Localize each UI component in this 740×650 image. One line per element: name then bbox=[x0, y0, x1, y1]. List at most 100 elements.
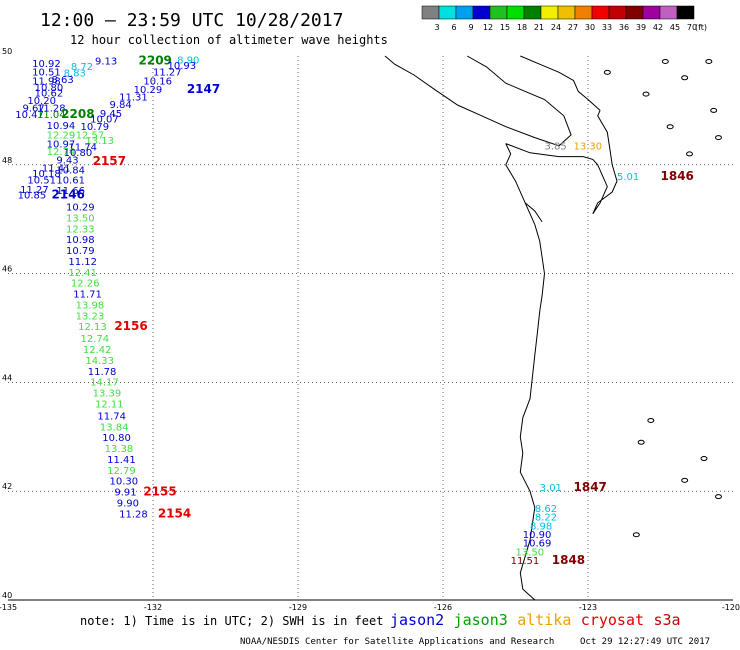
wave-height-value: 10.29 bbox=[134, 85, 163, 96]
wave-height-value: 8.62 bbox=[535, 504, 557, 515]
wave-height-value: 12.74 bbox=[81, 334, 110, 345]
wave-height-value: 10.92 bbox=[32, 59, 61, 70]
page-subtitle: 12 hour collection of altimeter wave hei… bbox=[70, 33, 388, 47]
wave-height-value: 14.33 bbox=[85, 356, 114, 367]
wave-height-value: 8.83 bbox=[64, 69, 86, 80]
pass-time-label: 2155 bbox=[143, 485, 176, 499]
pass-time-label: 2147 bbox=[187, 82, 220, 96]
lat-tick-label: 40 bbox=[2, 591, 12, 600]
wave-height-value: 13.13 bbox=[85, 136, 114, 147]
scale-value: 3 bbox=[434, 23, 439, 32]
coastline-segment bbox=[524, 202, 543, 223]
page-title: 12:00 – 23:59 UTC 10/28/2017 bbox=[40, 10, 343, 31]
wave-height-value: 9.43 bbox=[56, 156, 78, 167]
wave-height-value: 3.01 bbox=[540, 483, 562, 494]
scale-swatch bbox=[676, 5, 695, 20]
satellite-jason2: jason2 bbox=[390, 611, 444, 629]
wave-height-value: 9.67 bbox=[23, 103, 45, 114]
lon-tick-label: -132 bbox=[144, 603, 162, 612]
lake-outline bbox=[715, 135, 722, 141]
wave-height-value: 11.31 bbox=[119, 93, 148, 104]
scale-value: 30 bbox=[585, 23, 595, 32]
scale-swatch bbox=[557, 5, 576, 20]
lake-outline bbox=[681, 477, 689, 483]
footnote: note: 1) Time is in UTC; 2) SWH is in fe… bbox=[80, 614, 383, 628]
pass-time-label: 2157 bbox=[93, 154, 126, 168]
scale-swatch bbox=[574, 5, 593, 20]
scale-value: 36 bbox=[619, 23, 629, 32]
wave-height-value: 10.07 bbox=[90, 114, 119, 125]
lake-outline bbox=[632, 532, 640, 538]
wave-height-value: 13.50 bbox=[516, 547, 545, 558]
lake-outline bbox=[647, 417, 655, 423]
satellite-jason3: jason3 bbox=[454, 611, 508, 629]
wave-height-value: 11.12 bbox=[68, 257, 97, 268]
scale-value: 45 bbox=[670, 23, 680, 32]
wave-height-value: 10.47 bbox=[15, 110, 44, 121]
color-scale-legend: 3 6 9 12 15 18 21 24 27 30 33 36 39 42 45 70(ft) bbox=[421, 5, 707, 32]
scale-value: 6 bbox=[451, 23, 456, 32]
wave-height-value: 13.84 bbox=[100, 422, 129, 433]
lat-tick-label: 44 bbox=[2, 373, 12, 382]
scale-value: 27 bbox=[568, 23, 578, 32]
lon-tick-label: -120 bbox=[722, 603, 740, 612]
wave-height-value: 12.29 bbox=[47, 131, 76, 142]
wave-height-value: 10.29 bbox=[66, 202, 95, 213]
wave-height-value: 10.84 bbox=[56, 166, 85, 177]
wave-height-value: 11.04 bbox=[37, 110, 66, 121]
wave-height-value: 14.17 bbox=[90, 378, 119, 389]
lon-tick-label: -135 bbox=[0, 603, 17, 612]
wave-height-value: 12.57 bbox=[76, 131, 105, 142]
coastline-segment bbox=[520, 55, 601, 111]
satellite-altika: altika bbox=[517, 611, 571, 629]
wave-height-value: 10.94 bbox=[47, 121, 76, 132]
wave-height-value: 12.74 bbox=[47, 147, 76, 158]
wave-height-value: 10.61 bbox=[56, 175, 85, 186]
wave-height-value: 13.23 bbox=[76, 311, 105, 322]
scale-swatch bbox=[659, 5, 678, 20]
wave-height-value: 8.90 bbox=[177, 56, 199, 67]
wave-height-value: 10.90 bbox=[523, 530, 552, 541]
lake-outline bbox=[710, 107, 718, 113]
lake-outline bbox=[705, 58, 713, 64]
wave-height-value: 10.85 bbox=[18, 191, 47, 202]
wave-height-value: 10.80 bbox=[35, 83, 64, 94]
scale-swatch bbox=[506, 5, 525, 20]
wave-height-value: 12.42 bbox=[83, 345, 112, 356]
coastline-segment bbox=[505, 110, 618, 215]
scale-value: 42 bbox=[653, 23, 663, 32]
pass-time-label: 2156 bbox=[114, 319, 147, 333]
wave-height-value: 11.28 bbox=[37, 103, 66, 114]
lake-outline bbox=[666, 124, 674, 130]
scale-unit: (ft) bbox=[695, 23, 707, 32]
wave-height-value: 10.98 bbox=[66, 235, 95, 246]
pass-time-label: 1847 bbox=[574, 480, 607, 494]
scale-swatch bbox=[438, 5, 457, 20]
wave-height-value: 10.79 bbox=[66, 246, 95, 257]
wave-height-value: 11.27 bbox=[153, 68, 182, 79]
lon-tick-label: -123 bbox=[579, 603, 597, 612]
wave-height-value: 10.80 bbox=[102, 433, 131, 444]
wave-height-value: 8.98 bbox=[530, 521, 552, 532]
coastline-segment bbox=[384, 55, 572, 147]
wave-height-value: 13.39 bbox=[93, 389, 122, 400]
wave-height-value: 12.11 bbox=[95, 399, 124, 410]
coastline bbox=[384, 55, 722, 601]
pass-time-label: 1846 bbox=[661, 169, 694, 183]
wave-height-value: 11.51 bbox=[511, 556, 540, 567]
scale-value: 21 bbox=[534, 23, 544, 32]
satellite-s3a: s3a bbox=[654, 611, 681, 629]
satellite-legend: jason2 jason3 altika cryosat s3a bbox=[390, 611, 681, 629]
wave-height-value: 12.79 bbox=[107, 466, 136, 477]
satellite-cryosat: cryosat bbox=[581, 611, 644, 629]
scale-swatch bbox=[489, 5, 508, 20]
pass-time-label: 2209 bbox=[139, 54, 172, 68]
wave-height-value: 8.63 bbox=[52, 75, 74, 86]
scale-value: 24 bbox=[551, 23, 561, 32]
wave-height-value: 10.97 bbox=[47, 139, 76, 150]
wave-height-value: 12.13 bbox=[78, 322, 107, 333]
wave-height-value: 10.20 bbox=[27, 96, 56, 107]
wave-height-value: 10.69 bbox=[523, 539, 552, 550]
wave-height-value: 11.66 bbox=[56, 186, 85, 197]
